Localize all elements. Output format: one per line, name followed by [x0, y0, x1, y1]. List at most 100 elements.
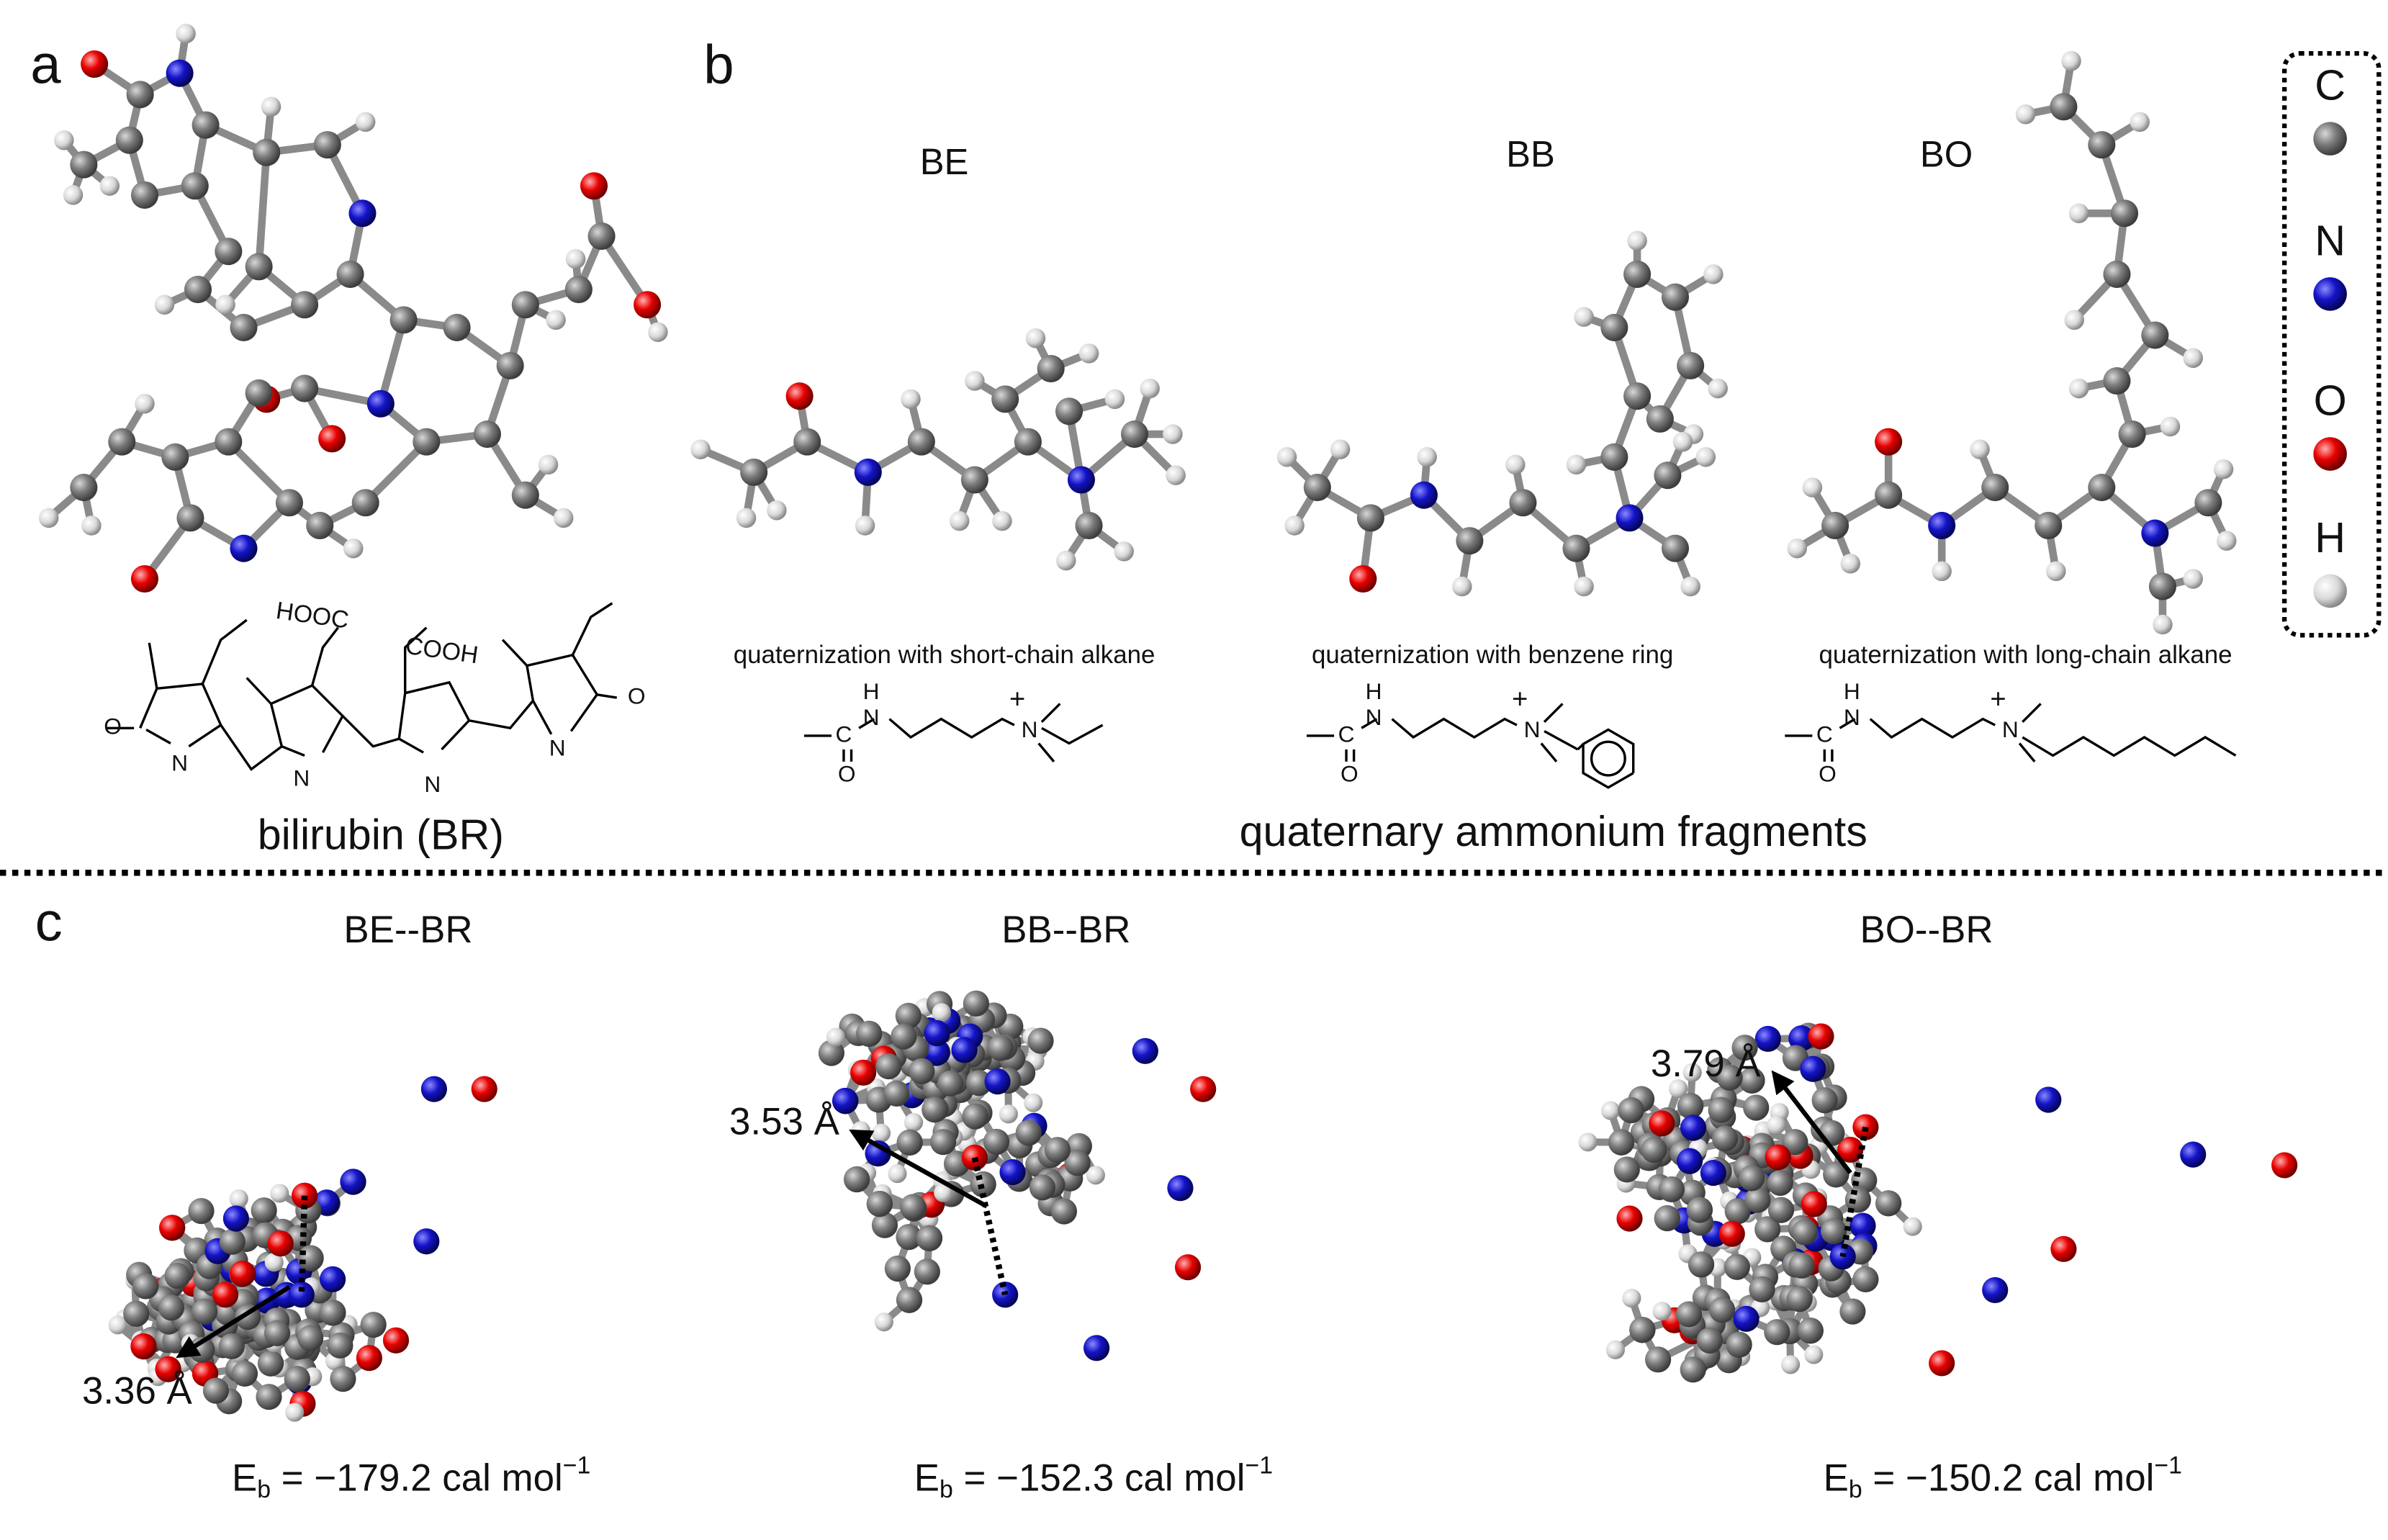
- atom: [1849, 1212, 1876, 1239]
- atom: [991, 385, 1019, 413]
- atom: [420, 1076, 447, 1102]
- atom: [2050, 93, 2078, 121]
- atom: [1623, 260, 1652, 288]
- atom: [297, 1245, 324, 1271]
- label: b: [703, 34, 734, 95]
- label: N: [1022, 716, 1038, 742]
- contact-line: [1839, 1126, 1869, 1258]
- atom: [215, 428, 243, 456]
- atom: [1174, 1254, 1202, 1281]
- bond-line: [341, 715, 400, 748]
- atom: [1574, 307, 1594, 327]
- atom: [855, 515, 875, 536]
- energy-subscript: b: [1849, 1476, 1862, 1503]
- atom: [192, 111, 220, 139]
- atom: [1608, 1129, 1635, 1156]
- label: 3.36 Å: [82, 1370, 193, 1413]
- atom: [1075, 511, 1103, 540]
- atom: [1823, 1161, 1849, 1188]
- atom: [949, 510, 970, 531]
- bond-line: [531, 700, 553, 735]
- atom: [875, 1053, 902, 1080]
- atom: [154, 294, 175, 315]
- label: quaternization with short-chain alkane: [734, 641, 1155, 669]
- atom: [1700, 1159, 1726, 1186]
- atom: [904, 1112, 924, 1132]
- atom: [1749, 1276, 1775, 1302]
- label: 3.79 Å: [1651, 1043, 1762, 1085]
- atom: [181, 172, 209, 200]
- atom: [327, 1332, 353, 1359]
- energy-symbol: E: [914, 1456, 940, 1499]
- atom: [264, 1253, 284, 1272]
- atom: [1800, 1055, 1826, 1082]
- bond-line: [1037, 742, 1055, 762]
- atom: [1680, 576, 1700, 597]
- bond-line: [2018, 742, 2036, 762]
- bond-line: [2022, 703, 2042, 724]
- atom: [1709, 1297, 1736, 1323]
- atom: [1744, 1186, 1771, 1213]
- atom: [1132, 1037, 1158, 1064]
- atom: [900, 1194, 927, 1220]
- atom: [1024, 1093, 1043, 1112]
- atom: [222, 1205, 249, 1232]
- atom: [1703, 264, 1724, 284]
- atom: [1623, 382, 1652, 410]
- bond-line: [1544, 730, 1579, 751]
- atom: [123, 1300, 150, 1327]
- label: H: [1366, 678, 1382, 704]
- atom: [212, 1282, 239, 1308]
- atom: [1743, 1094, 1770, 1121]
- atom: [130, 181, 159, 209]
- atom: [1676, 1148, 1703, 1174]
- atom: [1981, 474, 2009, 502]
- atom: [999, 1104, 1018, 1124]
- atom: [413, 428, 441, 456]
- atom: [1840, 554, 1861, 574]
- label: BO: [1920, 133, 1973, 174]
- ball-and-stick: [38, 23, 668, 593]
- atom: [1015, 1120, 1042, 1146]
- atom: [987, 1035, 1014, 1061]
- atom: [1802, 477, 1823, 497]
- label: quaternary ammonium fragments: [1240, 807, 1867, 855]
- atom: [844, 1166, 870, 1193]
- bond-line: [1040, 703, 1061, 724]
- atom: [1578, 1133, 1598, 1152]
- atom: [285, 1402, 305, 1422]
- atom: [2160, 416, 2181, 437]
- atom: [2103, 366, 2131, 395]
- contact-line: [298, 1195, 308, 1295]
- bond-line: [139, 683, 222, 748]
- atom: [895, 1002, 922, 1029]
- atom: [818, 1040, 844, 1066]
- atom: [1600, 313, 1628, 342]
- atom: [288, 1282, 315, 1308]
- atom: [155, 1356, 181, 1382]
- bond: [255, 148, 271, 271]
- label: N: [424, 771, 441, 797]
- atom: [245, 379, 273, 407]
- atom: [2088, 474, 2116, 502]
- atom: [184, 276, 212, 304]
- atom: [1505, 454, 1526, 475]
- atom: [984, 1068, 1011, 1095]
- ball-and-stick: [690, 328, 1186, 571]
- binding-energy: Eb = −179.2 cal mol−1: [232, 1451, 590, 1503]
- atom: [135, 393, 155, 414]
- atom: [389, 306, 418, 334]
- label: N: [863, 704, 880, 730]
- bond-line: [245, 677, 272, 705]
- label: +: [1990, 684, 2006, 714]
- atom: [343, 538, 364, 559]
- atom: [1754, 1025, 1781, 1053]
- atom: [1739, 1067, 1765, 1094]
- atom: [2213, 459, 2234, 479]
- label: O: [1341, 760, 1359, 786]
- atom: [2180, 1141, 2207, 1168]
- ball-and-stick: [1578, 1022, 2298, 1383]
- atom: [245, 253, 273, 281]
- bond-line: [1540, 742, 1558, 762]
